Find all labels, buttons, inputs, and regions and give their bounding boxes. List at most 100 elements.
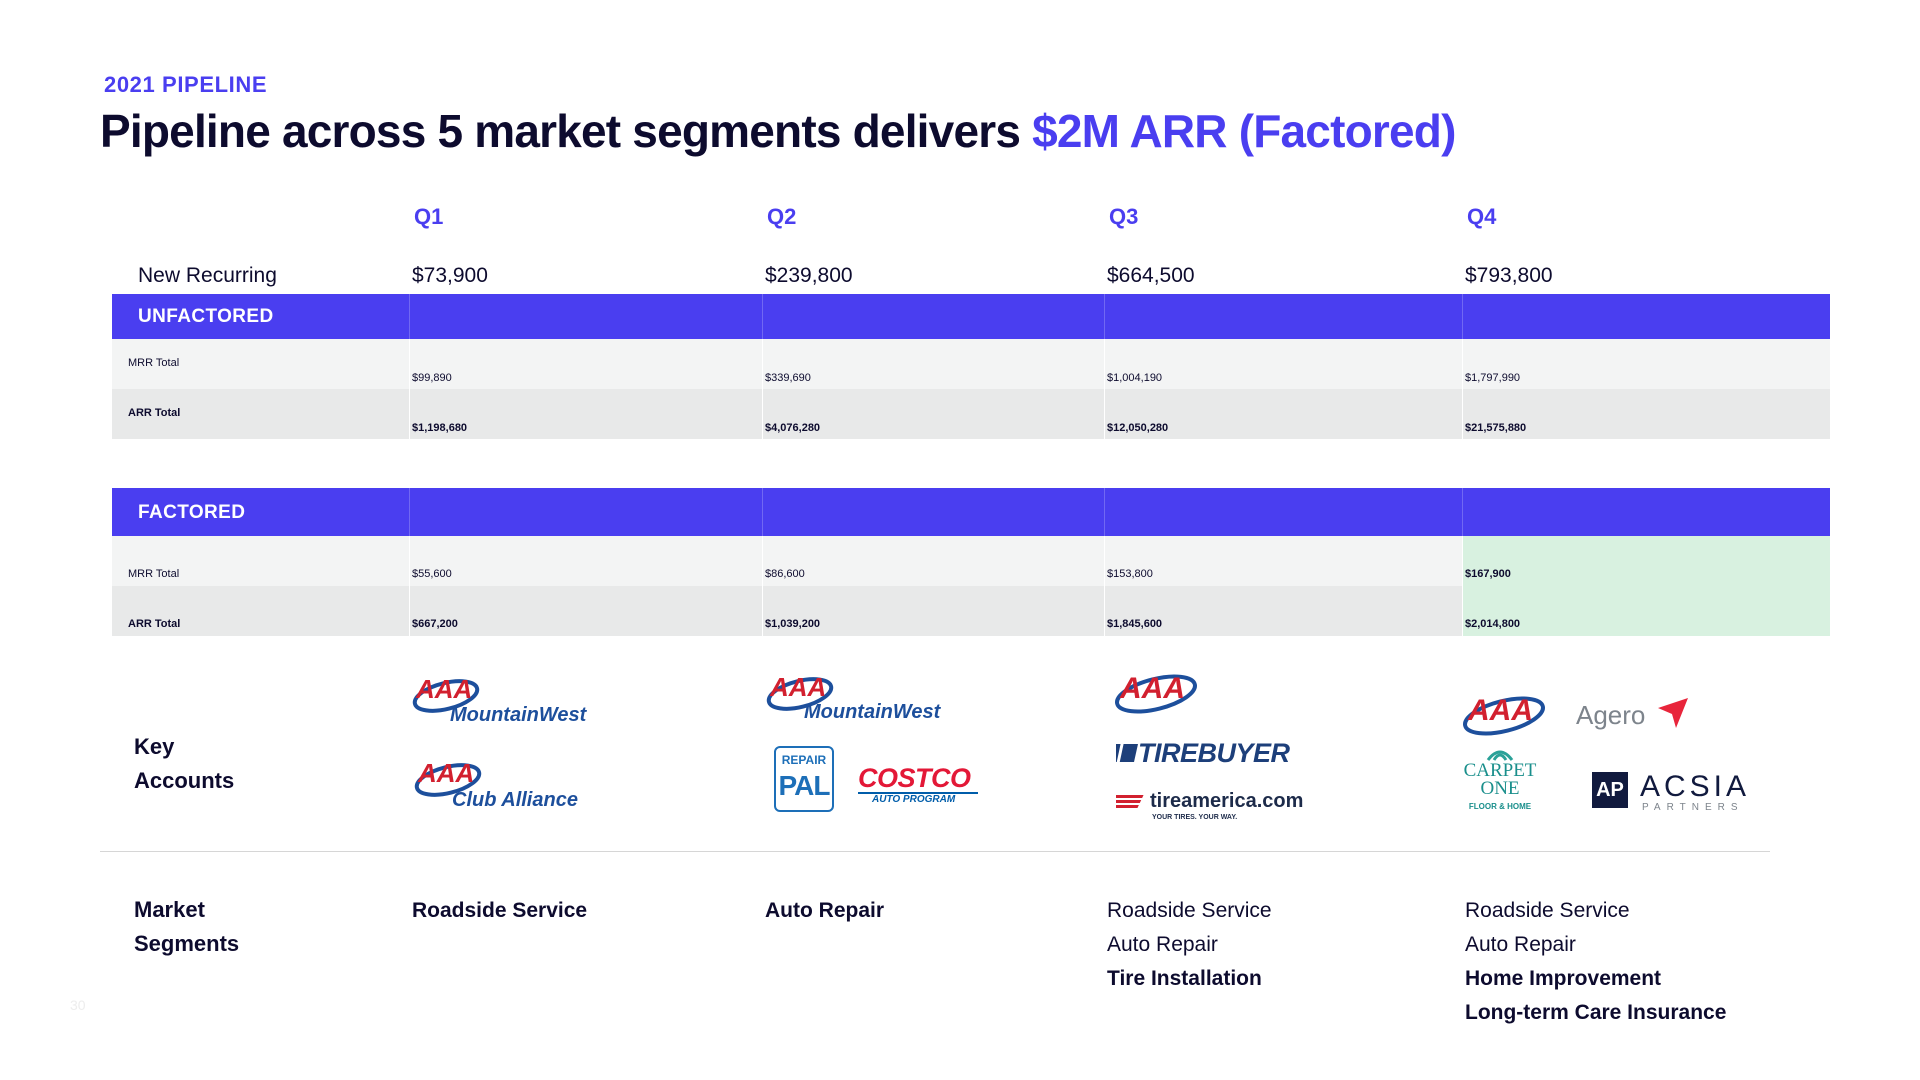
carpet-one-line2: ONE: [1480, 778, 1520, 799]
segment-item: Roadside Service: [412, 899, 588, 922]
header-divider: [1462, 294, 1463, 339]
acsia-mark-icon: AP: [1592, 772, 1628, 808]
aaa-mark-icon: AAA: [1115, 672, 1197, 714]
acsia-partners-logo: AP ACSIA PARTNERS: [1592, 770, 1762, 814]
aaa-club-alliance-logo: AAA Club Alliance: [414, 752, 604, 812]
page-number: 30: [70, 997, 86, 1013]
mountainwest-text: MountainWest: [804, 701, 941, 723]
costco-text: COSTCO: [858, 763, 971, 793]
market-segments-line1: Market: [134, 897, 205, 922]
market-segments-line2: Segments: [134, 931, 240, 956]
carpet-one-mark-icon: [1486, 750, 1514, 761]
repairpal-bottom-text: PAL: [778, 770, 831, 801]
segment-item: Roadside Service: [1465, 899, 1630, 922]
aaa-mark-icon: AAA: [1463, 694, 1545, 736]
aaa-mark-icon: AAA: [766, 672, 834, 711]
header-divider: [762, 294, 763, 339]
aaa-mountainwest-logo: AAA MountainWest: [412, 668, 602, 728]
new-recurring-q4: $793,800: [1465, 264, 1553, 287]
segment-item: Home Improvement: [1465, 967, 1662, 990]
quarter-q2-label: Q2: [767, 204, 797, 229]
unfactored-arr-q1: $1,198,680: [412, 422, 468, 434]
repairpal-top-text: REPAIR: [781, 753, 827, 767]
factored-arr-row: ARR Total $667,200 $1,039,200 $1,845,600…: [112, 586, 1830, 636]
key-accounts-line2: Accounts: [134, 768, 235, 793]
title-accent: $2M ARR (Factored): [1032, 105, 1456, 157]
segment-item: Auto Repair: [765, 899, 885, 922]
unfactored-arr-q3: $12,050,280: [1107, 422, 1169, 434]
unfactored-mrr-q1: $99,890: [412, 372, 452, 384]
cell-divider: [762, 536, 763, 586]
unfactored-label: UNFACTORED: [138, 306, 274, 327]
costco-logo: COSTCO AUTO PROGRAM: [858, 763, 978, 805]
acsia-text: ACSIA: [1640, 770, 1751, 803]
segment-item: Roadside Service: [1107, 899, 1272, 922]
unfactored-mrr-row: MRR Total $99,890 $339,690 $1,004,190 $1…: [112, 339, 1830, 389]
flag-stripes-icon: [1116, 795, 1144, 808]
quarter-q4-label: Q4: [1467, 204, 1497, 229]
cell-divider: [409, 586, 410, 636]
unfactored-mrr-q4: $1,797,990: [1465, 372, 1521, 384]
factored-header-band: FACTORED: [112, 488, 1830, 536]
unfactored-mrr-q2: $339,690: [765, 372, 811, 384]
carpet-one-logo: CARPET ONE FLOOR & HOME: [1456, 742, 1546, 818]
cell-divider: [1104, 339, 1105, 389]
cell-divider: [1104, 586, 1105, 636]
factored-mrr-row: MRR Total $55,600 $86,600 $153,800 $167,…: [112, 536, 1830, 586]
new-recurring-label: New Recurring: [138, 264, 277, 287]
unfactored-arr-label: ARR Total: [128, 407, 181, 419]
header-divider: [1104, 294, 1105, 339]
q4-highlight: [1462, 536, 1830, 586]
q4-highlight: [1462, 586, 1830, 636]
carpet-one-line1: CARPET: [1463, 760, 1537, 781]
aaa-text: AAA: [415, 674, 472, 704]
acsia-sub-text: PARTNERS: [1642, 802, 1744, 813]
mountainwest-text: MountainWest: [450, 704, 587, 726]
agero-text: Agero: [1576, 700, 1646, 730]
segment-item: Auto Repair: [1107, 933, 1218, 956]
cell-divider: [762, 586, 763, 636]
quarter-q3-label: Q3: [1109, 204, 1139, 229]
segment-item: Long-term Care Insurance: [1465, 1001, 1727, 1024]
factored-arr-q4: $2,014,800: [1465, 618, 1521, 630]
cell-divider: [409, 389, 410, 439]
segments-q4: Roadside Service Auto Repair Home Improv…: [1465, 894, 1726, 1030]
cell-divider: [762, 339, 763, 389]
carpet-one-line3: FLOOR & HOME: [1468, 802, 1532, 811]
repairpal-logo: REPAIR PAL: [774, 746, 834, 812]
unfactored-arr-q4: $21,575,880: [1465, 422, 1527, 434]
tireamerica-text: tireamerica.com: [1150, 790, 1304, 812]
factored-arr-q2: $1,039,200: [765, 618, 821, 630]
factored-mrr-q1: $55,600: [412, 568, 452, 580]
costco-sub-text: AUTO PROGRAM: [858, 792, 978, 805]
header-divider: [1462, 488, 1463, 536]
cell-divider: [1462, 339, 1463, 389]
tirebuyer-mark-icon: [1116, 744, 1138, 762]
section-divider: [100, 851, 1770, 852]
aaa-text: AAA: [1119, 672, 1185, 705]
cell-divider: [762, 389, 763, 439]
eyebrow-label: 2021 PIPELINE: [104, 72, 268, 97]
tirebuyer-logo: TIREBUYER: [1116, 736, 1296, 772]
aaa-mark-icon: AAA: [412, 674, 480, 713]
segments-q3: Roadside Service Auto Repair Tire Instal…: [1107, 894, 1272, 996]
new-recurring-q3: $664,500: [1107, 264, 1195, 287]
segments-q2: Auto Repair: [765, 894, 884, 928]
agero-logo: Agero: [1576, 696, 1706, 736]
header-divider: [409, 294, 410, 339]
header-divider: [409, 488, 410, 536]
agero-arrow-icon: [1658, 698, 1688, 728]
title-main: Pipeline across 5 market segments delive…: [100, 105, 1033, 157]
quarter-q1-label: Q1: [414, 204, 444, 229]
factored-arr-q1: $667,200: [412, 618, 458, 630]
aaa-text: AAA: [769, 672, 826, 702]
aaa-mark-icon: AAA: [414, 758, 482, 797]
tirebuyer-text: TIREBUYER: [1138, 738, 1290, 768]
cell-divider: [1104, 536, 1105, 586]
header-divider: [1104, 488, 1105, 536]
header-divider: [762, 488, 763, 536]
aaa-text: AAA: [1467, 694, 1533, 727]
aaa-logo: AAA: [1114, 664, 1204, 720]
segments-q1: Roadside Service: [412, 894, 587, 928]
new-recurring-q2: $239,800: [765, 264, 853, 287]
